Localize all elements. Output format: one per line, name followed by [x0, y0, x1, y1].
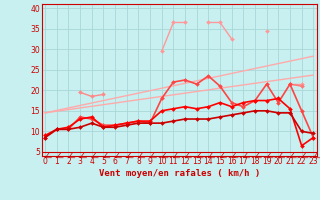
X-axis label: Vent moyen/en rafales ( km/h ): Vent moyen/en rafales ( km/h ): [99, 169, 260, 178]
